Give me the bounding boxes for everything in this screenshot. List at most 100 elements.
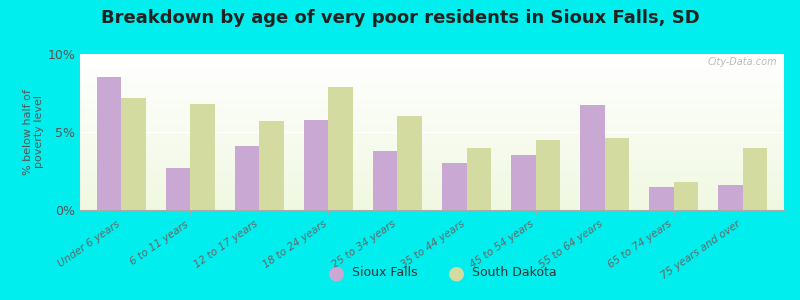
Bar xyxy=(80,63,784,65)
Bar xyxy=(80,135,784,137)
Bar xyxy=(80,201,784,202)
Bar xyxy=(80,71,784,73)
Bar xyxy=(235,146,259,210)
Bar xyxy=(80,169,784,171)
Bar xyxy=(80,121,784,123)
Bar xyxy=(80,124,784,126)
Bar xyxy=(80,96,784,98)
Y-axis label: % below half of
poverty level: % below half of poverty level xyxy=(23,89,45,175)
Bar xyxy=(80,76,784,77)
Bar xyxy=(398,116,422,210)
Bar xyxy=(80,132,784,134)
Bar xyxy=(98,77,122,210)
Bar xyxy=(80,137,784,138)
Bar xyxy=(80,191,784,193)
Bar xyxy=(80,127,784,129)
Bar xyxy=(80,174,784,176)
Bar xyxy=(80,90,784,92)
Bar xyxy=(80,149,784,151)
Bar xyxy=(80,207,784,208)
Bar xyxy=(80,94,784,96)
Bar xyxy=(80,73,784,74)
Bar xyxy=(80,199,784,201)
Bar xyxy=(80,129,784,130)
Bar xyxy=(80,141,784,143)
Bar xyxy=(80,143,784,145)
Bar xyxy=(80,204,784,205)
Bar xyxy=(80,162,784,163)
Bar xyxy=(650,187,674,210)
Text: Breakdown by age of very poor residents in Sioux Falls, SD: Breakdown by age of very poor residents … xyxy=(101,9,699,27)
Bar xyxy=(190,104,214,210)
Bar xyxy=(511,155,535,210)
Bar xyxy=(80,79,784,80)
Bar xyxy=(80,112,784,113)
Bar xyxy=(80,85,784,87)
Bar xyxy=(80,163,784,165)
Bar xyxy=(80,119,784,121)
Bar xyxy=(580,106,605,210)
Bar xyxy=(80,65,784,67)
Bar xyxy=(80,123,784,124)
Text: City-Data.com: City-Data.com xyxy=(707,57,777,67)
Bar xyxy=(80,98,784,99)
Bar xyxy=(80,62,784,63)
Text: ●: ● xyxy=(327,263,345,283)
Bar xyxy=(80,115,784,116)
Bar xyxy=(80,196,784,197)
Bar xyxy=(80,106,784,107)
Bar xyxy=(80,102,784,104)
Bar xyxy=(80,165,784,166)
Bar xyxy=(80,68,784,70)
Bar xyxy=(80,54,784,56)
Bar xyxy=(80,177,784,179)
Bar xyxy=(535,140,560,210)
Text: Sioux Falls: Sioux Falls xyxy=(352,266,418,280)
Bar xyxy=(674,182,698,210)
Bar xyxy=(80,60,784,62)
Bar xyxy=(80,176,784,177)
Bar xyxy=(122,98,146,210)
Bar xyxy=(80,208,784,210)
Bar xyxy=(605,138,629,210)
Bar xyxy=(80,109,784,110)
Bar xyxy=(80,151,784,152)
Bar xyxy=(80,80,784,82)
Bar xyxy=(80,184,784,185)
Bar xyxy=(80,172,784,174)
Bar xyxy=(80,87,784,88)
Bar xyxy=(329,87,353,210)
Bar xyxy=(80,182,784,184)
Bar xyxy=(80,101,784,102)
Bar xyxy=(80,56,784,57)
Bar xyxy=(80,202,784,204)
Bar xyxy=(304,119,329,210)
Bar xyxy=(80,84,784,85)
Bar xyxy=(80,155,784,157)
Bar xyxy=(80,148,784,149)
Bar xyxy=(80,158,784,160)
Bar xyxy=(80,130,784,132)
Bar xyxy=(80,113,784,115)
Bar xyxy=(80,134,784,135)
Bar xyxy=(80,160,784,162)
Bar xyxy=(80,126,784,127)
Bar xyxy=(80,70,784,71)
Bar xyxy=(80,67,784,68)
Bar xyxy=(742,148,766,210)
Bar xyxy=(80,188,784,190)
Bar xyxy=(80,152,784,154)
Bar xyxy=(80,59,784,60)
Bar xyxy=(80,110,784,112)
Bar xyxy=(80,116,784,118)
Bar xyxy=(80,145,784,146)
Bar xyxy=(80,146,784,148)
Bar xyxy=(80,74,784,76)
Bar xyxy=(80,187,784,188)
Bar xyxy=(80,77,784,79)
Bar xyxy=(80,92,784,93)
Bar xyxy=(442,163,466,210)
Bar xyxy=(80,197,784,199)
Bar xyxy=(80,168,784,170)
Bar xyxy=(80,171,784,172)
